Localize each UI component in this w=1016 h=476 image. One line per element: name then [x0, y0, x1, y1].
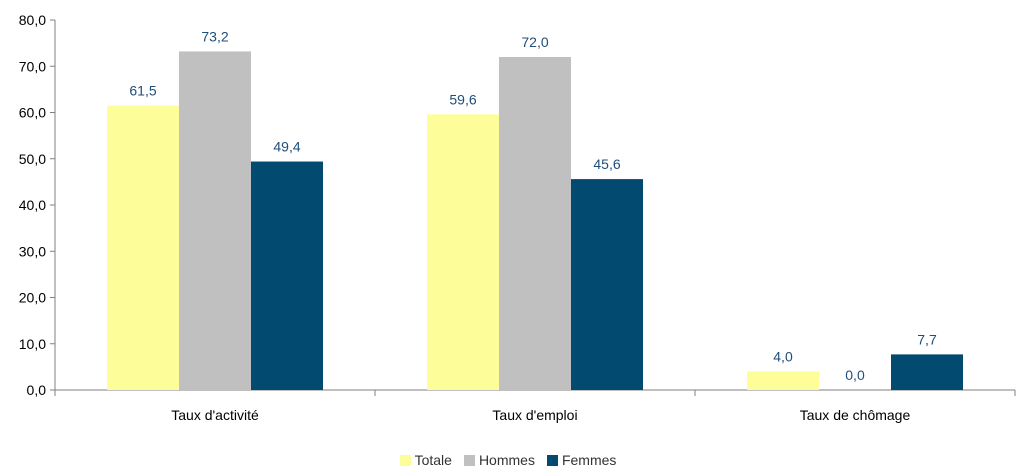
data-label: 7,7 — [917, 331, 937, 347]
y-tick-label: 50,0 — [19, 151, 46, 167]
bar-totale — [427, 114, 499, 390]
data-label: 61,5 — [129, 83, 156, 99]
y-tick-label: 40,0 — [19, 197, 46, 213]
data-label: 0,0 — [845, 367, 865, 383]
legend-swatch — [546, 454, 558, 466]
data-label: 45,6 — [593, 156, 620, 172]
bar-hommes — [179, 51, 251, 390]
data-label: 59,6 — [449, 91, 476, 107]
data-label: 73,2 — [201, 28, 228, 44]
y-tick-label: 30,0 — [19, 243, 46, 259]
data-label: 72,0 — [521, 34, 548, 50]
bar-hommes — [499, 57, 571, 390]
bar-totale — [747, 371, 819, 390]
y-tick-label: 20,0 — [19, 290, 46, 306]
y-tick-label: 80,0 — [19, 12, 46, 28]
legend-swatch — [399, 454, 411, 466]
legend-label: Hommes — [478, 452, 535, 468]
x-tick-label: Taux d'activité — [171, 407, 259, 423]
bar-femmes — [251, 161, 323, 390]
legend-label: Femmes — [561, 452, 617, 468]
bar-totale — [107, 105, 179, 390]
legend: Totale Hommes Femmes — [0, 452, 1016, 468]
legend-item: Totale — [399, 452, 452, 468]
y-tick-label: 0,0 — [27, 382, 47, 398]
legend-swatch — [463, 454, 475, 466]
legend-label: Totale — [414, 452, 452, 468]
data-label: 4,0 — [773, 349, 793, 365]
y-tick-label: 70,0 — [19, 58, 46, 74]
bar-femmes — [891, 354, 963, 390]
y-tick-label: 10,0 — [19, 336, 46, 352]
x-tick-label: Taux de chômage — [800, 407, 911, 423]
x-tick-label: Taux d'emploi — [492, 407, 577, 423]
y-tick-label: 60,0 — [19, 105, 46, 121]
bar-femmes — [571, 179, 643, 390]
legend-item: Hommes — [463, 452, 535, 468]
legend-item: Femmes — [546, 452, 617, 468]
data-label: 49,4 — [273, 139, 300, 155]
